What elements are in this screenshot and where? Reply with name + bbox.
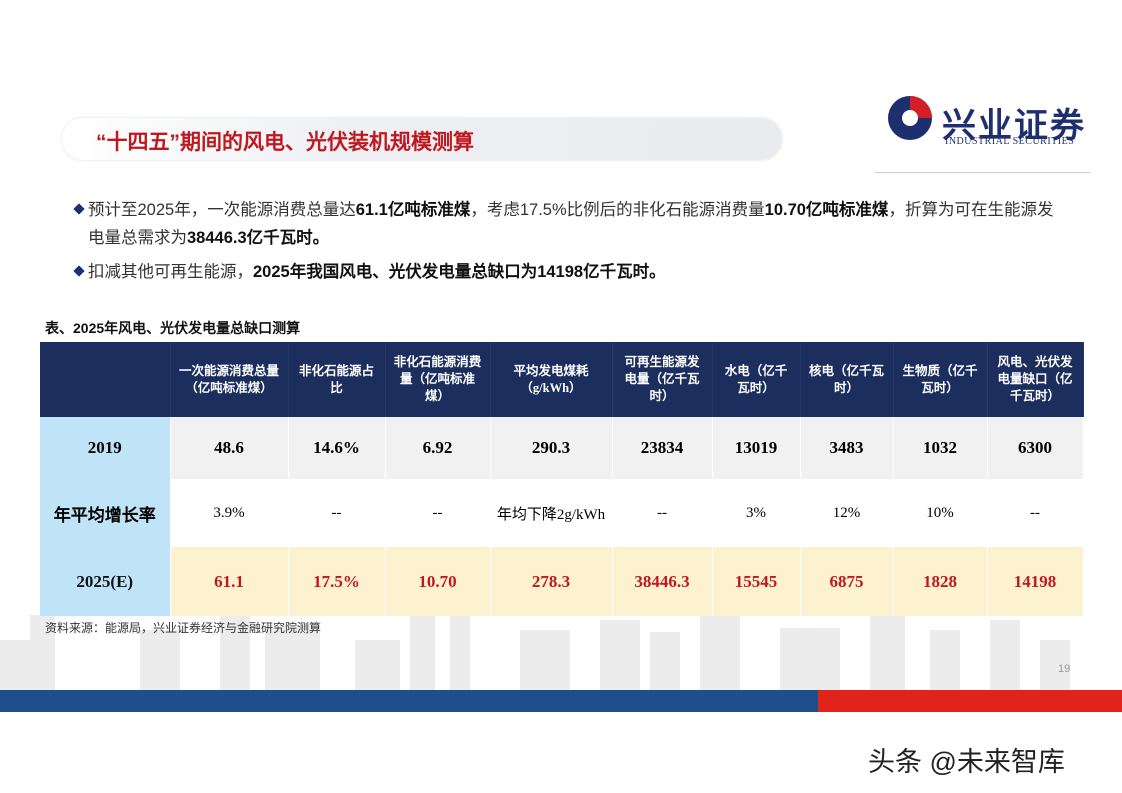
table-cell: --: [612, 479, 713, 547]
column-header: 核电（亿千瓦时）: [800, 342, 894, 417]
watermark: 头条 @未来智库: [868, 747, 1065, 777]
table-cell: 278.3: [490, 547, 613, 616]
bullet-text: 61.1亿吨标准煤: [355, 201, 471, 219]
column-header: 非化石能源占比: [288, 342, 386, 417]
table-cell: 48.6: [170, 417, 289, 479]
table-cell: 10.70: [385, 547, 491, 616]
table-cell: 6.92: [385, 417, 491, 479]
table-cell: 61.1: [170, 547, 289, 616]
table-cell: 14198: [987, 547, 1084, 616]
table-cell: 14.6%: [288, 417, 386, 479]
table-cell: 年均下降2g/kWh: [490, 479, 613, 547]
logo-subtitle: INDUSTRIAL SECURITIES: [945, 136, 1075, 147]
page-number: 19: [1058, 663, 1071, 675]
bullet-marker: [73, 203, 85, 215]
column-header: 生物质（亿千瓦时）: [893, 342, 988, 417]
table-cell: 13019: [712, 417, 801, 479]
table-cell: 1032: [893, 417, 988, 479]
table-cell: 6300: [987, 417, 1084, 479]
table-caption: 表、2025年风电、光伏发电量总缺口测算: [45, 320, 301, 336]
column-header: 平均发电煤耗（g/kWh）: [490, 342, 613, 417]
divider: [875, 172, 1090, 173]
row-header: 2019: [40, 417, 171, 479]
bullet: 预计至2025年，一次能源消费总量达61.1亿吨标准煤，考虑17.5%比例后的非…: [73, 196, 1068, 252]
column-header: 风电、光伏发电量缺口（亿千瓦时）: [987, 342, 1084, 417]
table-cell: 10%: [893, 479, 988, 547]
bullet-marker: [73, 265, 85, 277]
table-cell: 38446.3: [612, 547, 713, 616]
bullet-text: 2025年我国风电、光伏发电量总缺口为14198亿千瓦时。: [253, 263, 666, 281]
table-cell: 6875: [800, 547, 894, 616]
bullet-text: 10.70亿吨标准煤: [764, 201, 889, 219]
table-cell: --: [987, 479, 1084, 547]
column-header: 可再生能源发电量（亿千瓦时）: [612, 342, 713, 417]
data-table: 一次能源消费总量（亿吨标准煤） 非化石能源占比 非化石能源消费量（亿吨标准煤） 平均发…: [40, 342, 1084, 616]
bullet-text: ，折算为可在生能源发电量总需求为: [88, 201, 1054, 247]
bullet-text: 扣减其他可再生能源，: [88, 263, 253, 281]
table-cell: --: [385, 479, 491, 547]
table-row: 年平均增长率 3.9% -- -- 年均下降2g/kWh -- 3% 12% 10% --: [40, 479, 1084, 547]
bullet-text: 预计至2025年，一次能源消费总量达: [88, 201, 356, 219]
source-note: 资料来源：能源局，兴业证券经济与金融研究院测算: [45, 621, 322, 635]
table-cell: 15545: [712, 547, 801, 616]
column-header: 非化石能源消费量（亿吨标准煤）: [385, 342, 491, 417]
bullet-text: ，考虑17.5%比例后的非化石能源消费量: [470, 201, 765, 219]
table-cell: 290.3: [490, 417, 613, 479]
row-header: 2025(E): [40, 547, 171, 616]
table-cell: 12%: [800, 479, 894, 547]
bullet: 扣减其他可再生能源，2025年我国风电、光伏发电量总缺口为14198亿千瓦时。: [73, 258, 1068, 286]
slide-title: “十四五”期间的风电、光伏装机规模测算: [96, 131, 474, 154]
table-row: 2025(E) 61.1 17.5% 10.70 278.3 38446.3 15545 68…: [40, 547, 1084, 616]
row-header: 年平均增长率: [40, 479, 171, 547]
table-row: 2019 48.6 14.6% 6.92 290.3 23834 13019 3483 1032…: [40, 417, 1084, 479]
table-cell: 3.9%: [170, 479, 289, 547]
column-header: [40, 342, 171, 417]
column-header: 一次能源消费总量（亿吨标准煤）: [170, 342, 289, 417]
table-cell: 3%: [712, 479, 801, 547]
table-cell: 1828: [893, 547, 988, 616]
column-header: 水电（亿千瓦时）: [712, 342, 801, 417]
header-row: 一次能源消费总量（亿吨标准煤） 非化石能源占比 非化石能源消费量（亿吨标准煤） 平均发…: [40, 342, 1084, 417]
title-bar: [62, 118, 782, 160]
table-cell: 3483: [800, 417, 894, 479]
table-cell: 17.5%: [288, 547, 386, 616]
table-cell: 23834: [612, 417, 713, 479]
table-cell: --: [288, 479, 386, 547]
logo-name: 兴业证券: [942, 108, 1086, 145]
bullet-text: 38446.3亿千瓦时。: [187, 229, 330, 247]
